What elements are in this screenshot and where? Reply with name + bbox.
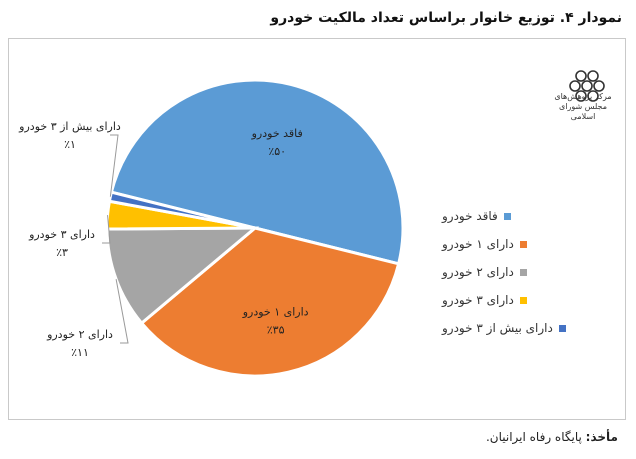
leader-line [115,279,129,344]
legend-item: دارای ۱ خودرو [442,230,602,258]
legend-swatch [519,296,527,304]
logo-text-line: مرکز پژوهش‌های [554,92,612,101]
pie-slices [105,78,405,378]
legend-swatch [503,212,511,220]
legend: فاقد خودرو دارای ۱ خودرو دارای ۲ خودرو دارا… [442,202,602,342]
slice-labels: فاقد خودرو ٪۵۰ دارای ۱ خودرو ٪۳۵ دارای ۲ خود… [18,120,308,359]
legend-item: دارای ۳ خودرو [442,286,602,314]
chart-title: نمودار ۴. توزیع خانوار براساس تعداد مالک… [270,10,622,26]
chart-frame [8,38,626,420]
leader-lines [102,134,129,344]
legend-item: دارای ۲ خودرو [442,258,602,286]
slice-label-value: ٪۳۵ [267,323,285,336]
legend-item: دارای بیش از ۳ خودرو [442,314,602,342]
logo-text-line: مجلس شورای اسلامی [558,102,608,121]
leader-line [102,215,111,244]
slice-two-cars [105,226,260,326]
logo-text: مرکز پژوهش‌های مجلس شورای اسلامی [548,92,618,122]
slice-label-value: ٪۵۰ [268,145,286,158]
legend-swatch [558,324,566,332]
slice-label-category: دارای ۱ خودرو [242,305,309,318]
slice-no-car [109,78,405,266]
legend-label: دارای ۱ خودرو [442,237,514,251]
slice-label-value: ٪۱ [64,138,76,151]
legend-label: دارای ۳ خودرو [442,293,514,307]
slice-one-car [139,226,401,378]
slice-label-category: دارای ۲ خودرو [46,328,113,341]
slice-label-category: دارای ۳ خودرو [28,228,95,241]
legend-label: فاقد خودرو [442,209,498,223]
legend-label: دارای بیش از ۳ خودرو [442,321,553,335]
legend-swatch [519,240,527,248]
source-label: مأخذ: [585,430,618,444]
source-text: پایگاه رفاه ایرانیان. [485,430,582,444]
leader-line [109,134,119,197]
source-note: مأخذ: پایگاه رفاه ایرانیان. [486,430,618,444]
legend-swatch [519,268,527,276]
slice-label-value: ٪۱۱ [71,346,89,359]
slice-label-value: ٪۳ [56,246,68,259]
logo-icon [569,70,605,102]
legend-item: فاقد خودرو [442,202,602,230]
slice-label-category: فاقد خودرو [251,127,303,140]
legend-label: دارای ۲ خودرو [442,265,514,279]
slice-label-category: دارای بیش از ۳ خودرو [18,120,121,133]
